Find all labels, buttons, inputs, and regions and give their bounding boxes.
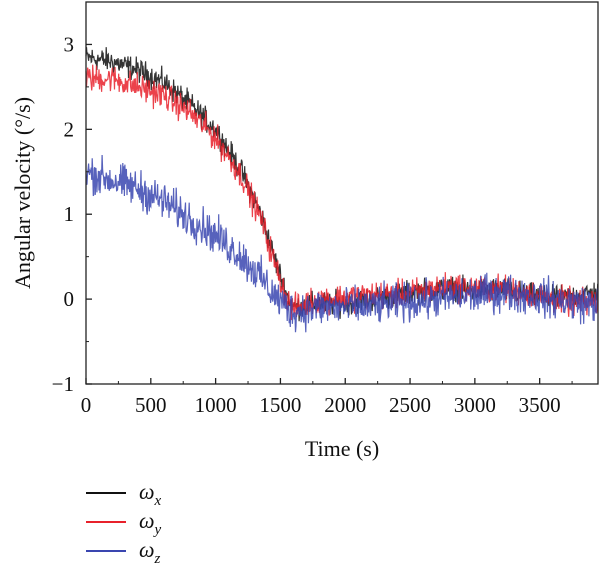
legend-label-z: ωz xyxy=(139,537,161,567)
y-tick-label: −1 xyxy=(52,372,74,396)
x-tick-label: 0 xyxy=(81,393,92,417)
x-tick-label: 500 xyxy=(135,393,167,417)
series-line-z xyxy=(85,154,599,333)
x-tick-label: 3000 xyxy=(454,393,496,417)
series-line-y xyxy=(85,64,599,321)
plot-frame xyxy=(85,1,599,385)
x-tick-label: 2500 xyxy=(389,393,431,417)
y-axis-title: Angular velocity (°/s) xyxy=(10,97,35,289)
x-axis-title: Time (s) xyxy=(305,436,379,461)
legend-subscript: x xyxy=(154,493,162,509)
legend-label-y: ωy xyxy=(139,508,162,538)
y-axis: −1 0 1 2 3 xyxy=(52,32,92,396)
x-axis: 0 500 1000 1500 2000 2500 3000 3500 xyxy=(81,378,573,417)
x-tick-label: 1500 xyxy=(259,393,301,417)
legend-symbol: ω xyxy=(139,537,155,562)
y-tick-label: 1 xyxy=(64,202,75,226)
x-tick-label: 3500 xyxy=(519,393,561,417)
legend-subscript: y xyxy=(153,522,162,538)
y-tick-label: 3 xyxy=(64,32,75,56)
y-tick-label: 2 xyxy=(64,117,75,141)
x-tick-label: 1000 xyxy=(195,393,237,417)
legend-subscript: z xyxy=(154,551,161,567)
y-tick-label: 0 xyxy=(64,287,75,311)
legend-symbol: ω xyxy=(139,479,155,504)
legend-label-x: ωx xyxy=(139,479,162,509)
legend-symbol: ω xyxy=(139,508,155,533)
plot-area xyxy=(85,47,599,333)
x-tick-label: 2000 xyxy=(324,393,366,417)
